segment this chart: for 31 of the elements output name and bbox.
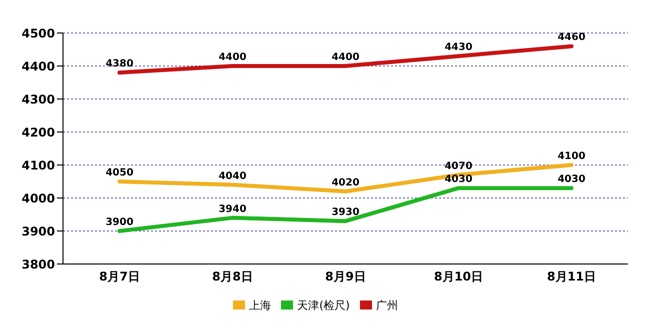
data-label: 4040 (218, 170, 246, 182)
data-label: 4100 (558, 151, 586, 162)
y-tick-label: 4200 (22, 125, 55, 140)
x-tick-label: 8月8日 (212, 270, 253, 284)
legend-label: 天津(检尺) (297, 299, 350, 312)
data-label: 4020 (332, 177, 360, 188)
y-tick-label: 4300 (22, 92, 55, 106)
data-label: 3940 (218, 204, 246, 215)
y-tick-label: 4400 (22, 59, 55, 74)
data-label: 4400 (218, 52, 246, 63)
y-tick-label: 4100 (22, 158, 55, 172)
x-tick-label: 8月7日 (99, 270, 140, 284)
data-label: 4400 (332, 52, 360, 63)
y-tick-label: 4500 (22, 26, 55, 40)
data-label: 4070 (444, 160, 472, 172)
data-label: 4380 (106, 58, 134, 70)
y-tick-label: 4000 (22, 191, 55, 206)
legend-label: 广州 (376, 299, 398, 312)
y-tick-label: 3900 (22, 224, 55, 238)
data-label: 3930 (332, 207, 360, 218)
data-label: 4050 (106, 168, 134, 178)
data-label: 4030 (444, 174, 472, 186)
x-tick-label: 8月10日 (434, 270, 484, 284)
data-label: 4030 (558, 174, 586, 186)
data-label: 4430 (444, 42, 472, 54)
data-label: 3900 (106, 217, 134, 228)
data-label: 4460 (558, 32, 586, 44)
legend-label: 上海 (249, 299, 272, 312)
x-tick-label: 8月9日 (325, 270, 366, 284)
y-tick-label: 3800 (22, 257, 55, 272)
x-tick-label: 8月11日 (546, 270, 596, 284)
